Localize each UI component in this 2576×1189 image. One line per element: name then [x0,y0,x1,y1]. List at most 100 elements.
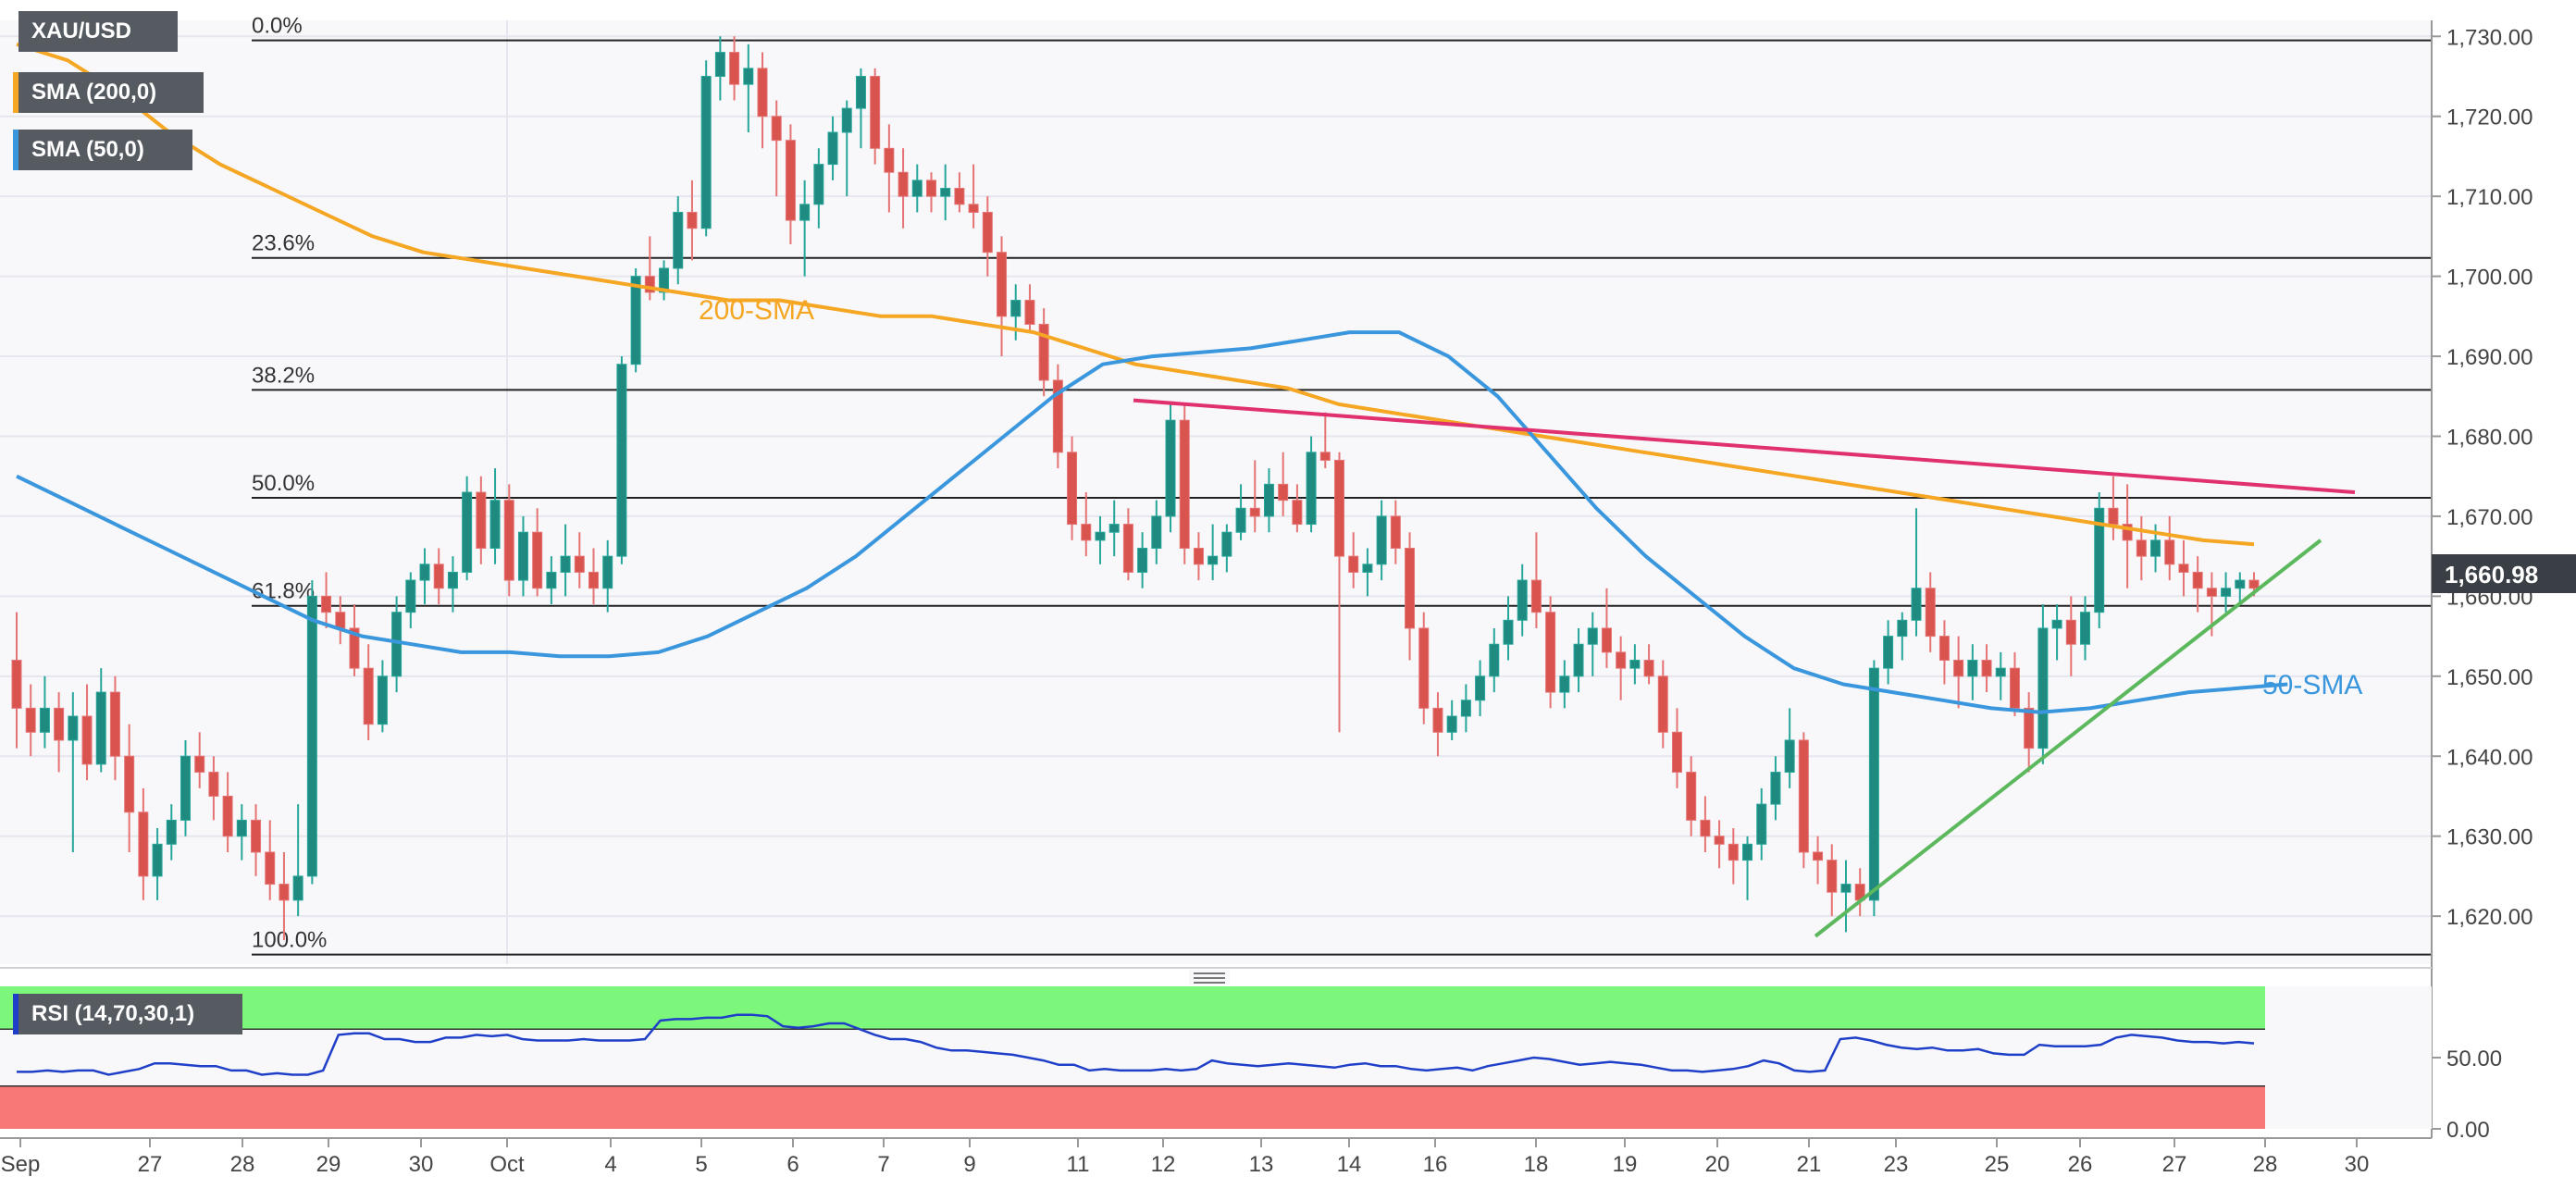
candle-body [1067,452,1078,526]
candle-body [2108,507,2119,526]
trendlines [1133,398,2356,938]
price-tick-label: 1,680.00 [2446,425,2533,450]
candle-body [855,76,866,109]
last-price-label: 1,660.98 [2432,554,2576,593]
rsi-panel: 50.00 0.00 [0,967,2502,1143]
candle-body [1671,731,1682,774]
fib-level-label: 61.8% [252,579,315,604]
time-tick-label: 30 [2345,1152,2370,1177]
candle-body [251,819,262,853]
time-tick-label: 18 [1524,1152,1549,1177]
candle-body [2136,539,2147,557]
candle-body [1151,515,1162,550]
time-tick-label: 6 [786,1152,799,1177]
price-tick-label: 1,690.00 [2446,345,2533,370]
candle-body [700,76,712,229]
candle-body [1742,843,1753,861]
candle-body [771,116,782,142]
rsi-legend[interactable]: RSI (14,70,30,1) [13,994,242,1034]
candle-body [265,851,276,886]
candle-body [1714,836,1725,845]
candle-body [1137,548,1148,573]
candle-body [813,164,824,205]
candle-body [911,180,923,197]
time-tick-label: Sep [1,1152,41,1177]
candle-body [222,795,233,837]
time-tick-label: 28 [230,1152,255,1177]
sma200-legend[interactable]: SMA (200,0) [13,72,204,113]
candle-body [1208,555,1219,565]
candle-body [2221,588,2232,597]
candle-body [476,491,487,550]
sma50-legend[interactable]: SMA (50,0) [13,130,192,170]
candle-body [1362,564,1373,573]
fib-level-label: 23.6% [252,231,315,256]
candle-body [997,252,1008,317]
time-tick-label: 7 [877,1152,889,1177]
candle-body [588,571,600,589]
candle-body [841,107,852,133]
candle-body [1334,459,1345,557]
candle-body [2192,571,2203,589]
sma50-swatch [13,130,19,170]
candle-body [1108,524,1120,533]
candle-body [1489,643,1500,677]
candle-body [2009,667,2020,709]
candle-body [54,707,65,741]
candle-body [2122,524,2133,541]
candle-body [982,211,993,254]
rsi-overbought-zone [0,986,2265,1030]
candle-body [447,571,458,589]
candle-body [279,884,290,901]
time-tick-label: 5 [695,1152,707,1177]
candle-body [391,612,402,677]
candle-body [363,667,374,725]
candle-body [2235,579,2246,589]
rsi-line [17,1013,2255,1076]
price-tick-label: 1,650.00 [2446,665,2533,690]
time-tick-label: Oct [489,1152,525,1177]
symbol-legend[interactable]: XAU/USD [19,11,178,52]
candle-body [292,875,303,901]
candle-body [968,204,979,213]
candle-body [1348,555,1359,573]
candle-body [1700,819,1711,837]
candle-body [729,52,740,85]
candle-body [208,772,219,797]
time-tick-label: 30 [409,1152,434,1177]
candle-body [1081,524,1092,541]
candle-body [659,267,670,293]
time-axis: Sep 27 28 29 30 Oct 4 5 6 7 9 11 12 13 14 16 18 19 20 21 23 2… [0,1137,2432,1177]
candle-body [1376,515,1387,565]
candle-body [335,612,346,629]
candle-body [1165,419,1176,517]
candle-body [433,564,444,589]
candle-body [419,564,430,581]
candle-body [503,500,514,581]
candle-body [1995,667,2006,677]
price-tick-label: 1,720.00 [2446,105,2533,130]
candle-body [1530,579,1542,613]
candle-body [489,500,501,550]
candle-body [306,595,317,877]
candle-body [405,579,416,613]
fib-level-label: 0.0% [252,14,303,39]
candle-body [1221,531,1232,557]
candle-body [602,555,613,589]
rsi-tick-label: 50.00 [2446,1047,2502,1071]
candle-body [560,555,571,573]
candle-body [1756,803,1767,845]
gridlines [0,20,2432,964]
candle-body [2065,619,2076,645]
candle-body [152,843,163,877]
candle-body [1798,739,1809,853]
main-plot-area [0,20,2432,964]
pane-resize-handle[interactable] [1189,970,1230,985]
candle-body [166,819,177,845]
candle-body [462,491,473,573]
moving-averages [16,42,2288,714]
candle-body [39,707,50,733]
candle-body [1643,660,1654,677]
fib-level-label: 38.2% [252,363,315,388]
